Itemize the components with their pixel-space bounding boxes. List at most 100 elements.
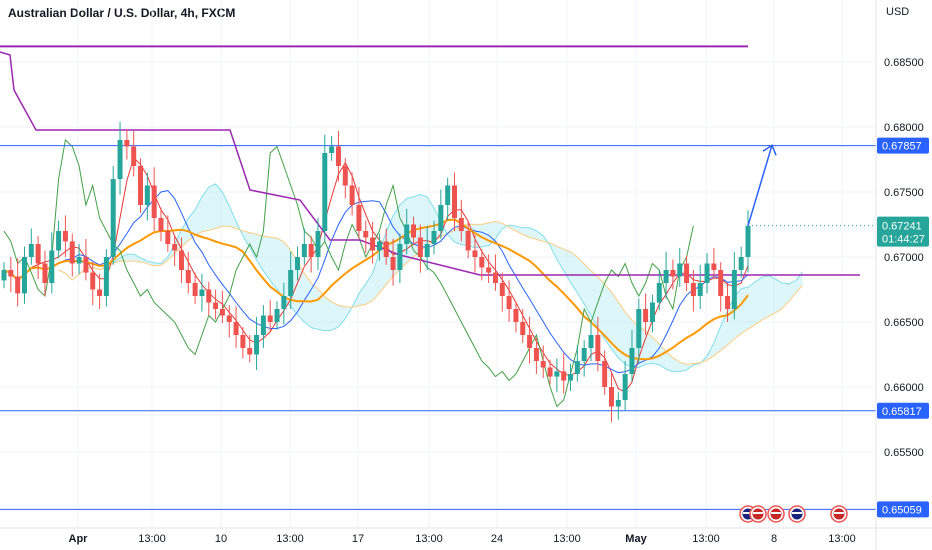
candle-body [138, 166, 144, 205]
candle-body [486, 267, 492, 273]
candle-body [49, 250, 55, 283]
au-flag-icon[interactable] [788, 505, 806, 523]
candle-body [335, 146, 341, 166]
candle-body [178, 250, 184, 270]
candle-body [383, 241, 389, 257]
candle-body [656, 283, 662, 303]
candle-body [499, 283, 505, 296]
candle-body [417, 237, 423, 257]
cloud-fill [58, 183, 803, 372]
candle-body [172, 244, 178, 251]
candle-body [438, 205, 444, 231]
candle-body [711, 263, 717, 270]
candle-body [718, 270, 724, 296]
candle-body [226, 315, 232, 322]
candle-body [76, 257, 82, 264]
stepped-line [0, 51, 860, 276]
candle-body [124, 140, 130, 147]
candle-body [527, 335, 533, 348]
candle-body [247, 348, 253, 355]
candle-body [1, 270, 7, 281]
chart-title: Australian Dollar / U.S. Dollar, 4h, FXC… [8, 6, 236, 20]
span-a-line [58, 183, 803, 373]
candle-body [608, 387, 614, 407]
candle-body [492, 272, 498, 283]
candle-body [643, 309, 649, 322]
candle-body [684, 263, 690, 283]
price-axis[interactable]: USD 0.68500 0.68000 0.67500 0.67000 0.66500 0.… [875, 0, 932, 550]
slow-average-line [3, 218, 749, 361]
us-flag-icon[interactable] [749, 505, 767, 523]
candle-body [144, 185, 150, 205]
candle-body [445, 185, 451, 205]
candle-body [731, 270, 737, 309]
candle-body [697, 283, 703, 296]
candle-body [588, 335, 594, 348]
x-tick-label: 13:00 [692, 533, 720, 545]
countdown-label: 01:44:27 [882, 234, 925, 246]
horizontal-levels [0, 45, 876, 510]
us-flag-icon-stripe [753, 512, 763, 514]
candle-body [431, 231, 437, 244]
candle-body [376, 241, 382, 251]
us-flag-icon-stripe [771, 512, 781, 514]
candle-body [329, 146, 335, 153]
candle-body [370, 237, 376, 251]
economic-events[interactable] [739, 505, 848, 523]
arrow-head [762, 144, 777, 156]
candle-body [213, 302, 219, 309]
us-flag-icon[interactable] [767, 505, 785, 523]
candle-body [69, 241, 75, 264]
x-tick-label: 8 [771, 533, 777, 545]
candle-body [274, 309, 280, 322]
y-tick-label: 0.67000 [884, 252, 924, 264]
x-tick-label: 13:00 [276, 533, 304, 545]
candle-body [649, 302, 655, 322]
x-tick-label: 13:00 [553, 533, 581, 545]
x-tick-label: 10 [215, 533, 227, 545]
candle-body [622, 374, 628, 400]
x-tick-label: May [625, 533, 647, 545]
indicator-lines [3, 138, 749, 408]
candle-body [151, 185, 157, 218]
candle-body [738, 257, 744, 270]
candles [1, 121, 751, 423]
candle-body [21, 257, 27, 294]
candle-body [725, 296, 731, 309]
candle-body [458, 218, 464, 231]
candle-body [356, 205, 362, 231]
x-tick-label: 24 [491, 533, 503, 545]
candle-body [568, 374, 574, 381]
candle-body [322, 153, 328, 231]
candle-body [103, 257, 109, 296]
candle-body [56, 231, 62, 251]
time-axis[interactable]: Apr 13:00 10 13:00 17 13:00 24 13:00 May 13:00 8 13… [0, 527, 932, 545]
candle-body [363, 231, 369, 238]
candle-body [131, 146, 137, 166]
candle-body [158, 218, 164, 231]
candle-body [35, 244, 41, 264]
ichimoku-cloud [58, 183, 803, 373]
last-price-label: 0.67241 [882, 221, 922, 233]
us-flag-icon[interactable] [830, 505, 848, 523]
candle-body [602, 361, 608, 387]
candle-body [574, 361, 580, 374]
lagging-span [3, 138, 694, 408]
price-axis-bg [876, 0, 932, 550]
candle-body [595, 335, 601, 361]
price-tag [877, 402, 929, 419]
candle-body [615, 400, 621, 407]
candle-body [533, 348, 539, 361]
x-tick-label: 13:00 [415, 533, 443, 545]
candle-body [315, 231, 321, 257]
candle-body [465, 231, 471, 251]
candle-body [281, 296, 287, 309]
candle-body [506, 296, 512, 309]
candle-body [288, 270, 294, 296]
candle-body [581, 348, 587, 361]
candle-body [479, 257, 485, 268]
candle-body [424, 244, 430, 257]
candle-body [110, 179, 116, 257]
candle-body [390, 257, 396, 270]
